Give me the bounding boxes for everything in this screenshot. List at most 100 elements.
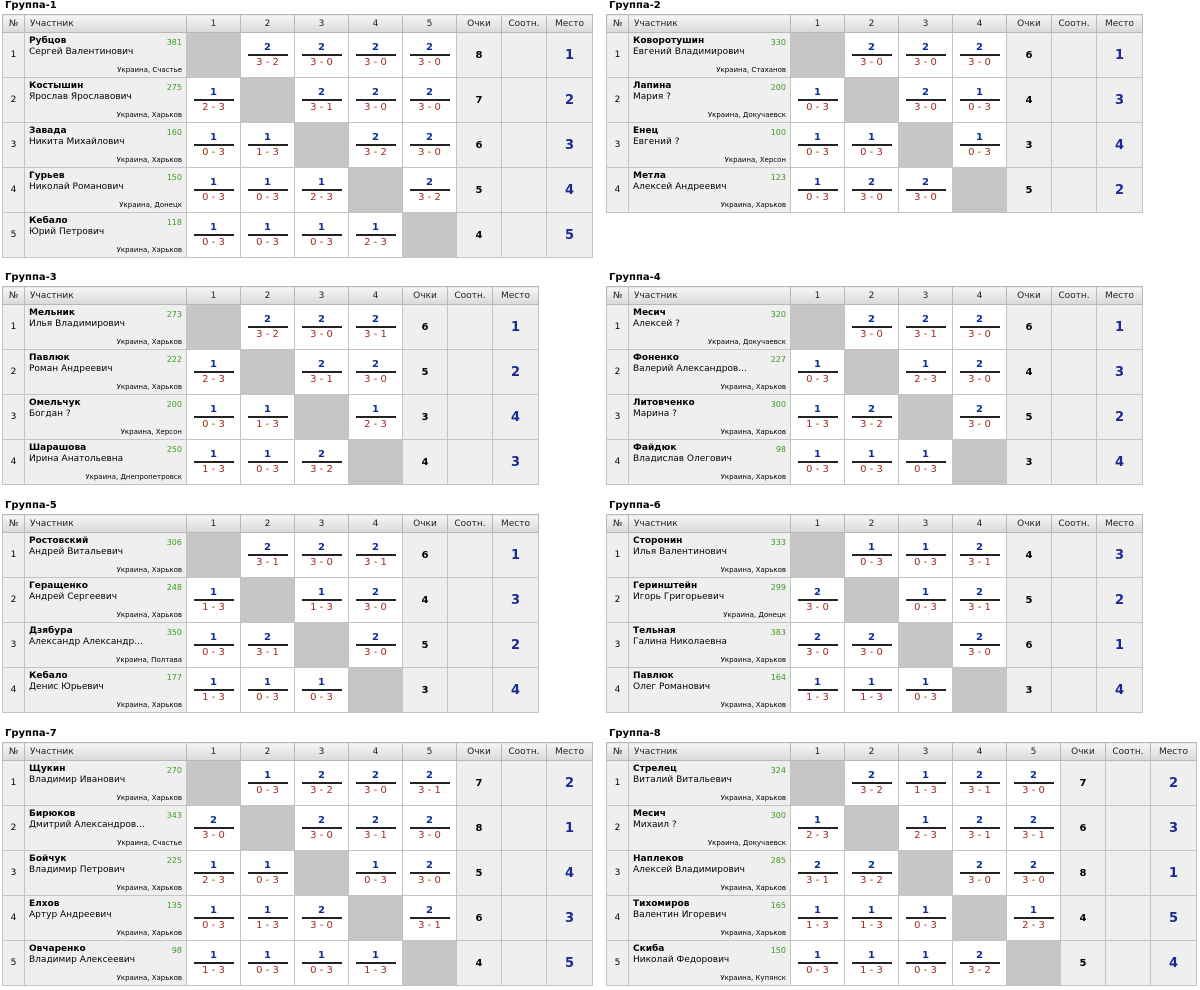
player-last-name[interactable]: Геринштейн (633, 581, 698, 591)
player-last-name[interactable]: Шарашова (29, 443, 87, 453)
player-last-name[interactable]: Литовченко (633, 398, 695, 408)
player-last-name[interactable]: Файдюк (633, 443, 677, 453)
player-last-name[interactable]: Стрелец (633, 764, 677, 774)
player-last-name[interactable]: Рубцов (29, 36, 67, 46)
player-last-name[interactable]: Енец (633, 126, 659, 136)
player-last-name[interactable]: Мельник (29, 308, 75, 318)
player-last-name[interactable]: Ростовский (29, 536, 89, 546)
player-last-name[interactable]: Щукин (29, 764, 66, 774)
player-last-name[interactable]: Дзябура (29, 626, 73, 636)
player-last-name[interactable]: Фоненко (633, 353, 679, 363)
player-last-name[interactable]: Бирюков (29, 809, 76, 819)
player-last-name[interactable]: Метла (633, 171, 666, 181)
player-last-name[interactable]: Тельная (633, 626, 676, 636)
player-last-name[interactable]: Коворотушин (633, 36, 705, 46)
player-last-name[interactable]: Кебало (29, 216, 68, 226)
player-last-name[interactable]: Наплеков (633, 854, 684, 864)
player-last-name[interactable]: Лапина (633, 81, 672, 91)
player-last-name[interactable]: Павлюк (29, 353, 70, 363)
player-last-name[interactable]: Месич (633, 308, 666, 318)
player-last-name[interactable]: Месич (633, 809, 666, 819)
player-last-name[interactable]: Бойчук (29, 854, 67, 864)
player-last-name[interactable]: Костышин (29, 81, 84, 91)
